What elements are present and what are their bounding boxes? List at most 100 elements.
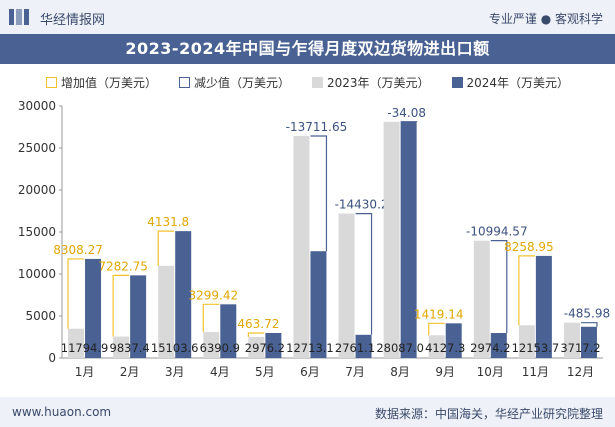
value-label: 4127.3 — [425, 341, 465, 355]
bar-2024 — [265, 332, 282, 358]
legend-2024: 2024年（万美元） — [451, 74, 570, 91]
value-label: 15103.6 — [151, 341, 199, 355]
value-label: 2976.2 — [245, 341, 285, 355]
increase-label: 1419.14 — [414, 307, 464, 321]
bar-2024 — [85, 258, 102, 358]
value-label: 12153.7 — [512, 341, 560, 355]
decrease-bracket — [580, 322, 598, 327]
footer-url: www.huaon.com — [12, 405, 112, 419]
bar-2023 — [473, 240, 490, 358]
y-tick-label: 25000 — [18, 141, 56, 155]
footer-bar: www.huaon.com 数据来源：中国海关，华经产业研究院整理 — [0, 397, 615, 427]
y-tick-label: 30000 — [18, 99, 56, 113]
bar-2024 — [535, 255, 552, 358]
x-tick-label: 11月 — [522, 365, 549, 379]
value-label: 11794.9 — [61, 341, 109, 355]
footer-source: 数据来源：中国海关，华经产业研究院整理 — [374, 407, 603, 421]
decrease-label: -485.98 — [564, 307, 610, 321]
bar-2024 — [400, 122, 417, 358]
increase-label: 7282.75 — [98, 259, 148, 273]
decrease-bracket — [355, 212, 373, 335]
legend-decrease-label: 减少值（万美元） — [193, 75, 290, 90]
bar-2024 — [580, 326, 597, 358]
y-tick-label: 10000 — [18, 267, 56, 281]
bar-2023 — [68, 328, 85, 358]
increase-bracket — [428, 322, 445, 336]
bar-2024 — [310, 251, 327, 358]
legend-2023-swatch — [311, 76, 323, 88]
decrease-bracket — [310, 135, 328, 252]
increase-bracket — [202, 303, 220, 333]
bar-chart: 0 5000 10000 15000 20000 25000 30000 8308.27 117… — [18, 99, 610, 379]
bar-2024 — [130, 275, 147, 358]
bar-2023 — [293, 136, 310, 358]
x-tick-label: 7月 — [345, 365, 365, 379]
increase-label: 4131.8 — [147, 215, 189, 229]
value-label: 12713.1 — [286, 341, 334, 355]
x-tick-label: 8月 — [390, 365, 410, 379]
legend-decrease: 减少值（万美元） — [178, 74, 290, 91]
legend-increase-label: 增加值（万美元） — [60, 75, 157, 90]
bar-2023 — [113, 336, 130, 358]
chart-title: 2023-2024年中国与乍得月度双边货物进出口额 — [125, 39, 490, 58]
x-tick-label: 4月 — [210, 365, 230, 379]
bar-2023 — [518, 325, 535, 358]
bar-2023 — [203, 332, 220, 358]
value-label: 9837.4 — [110, 341, 150, 355]
legend-increase: 增加值（万美元） — [45, 74, 157, 91]
legend-increase-swatch — [45, 76, 57, 88]
decrease-label: -13711.65 — [286, 120, 348, 134]
decrease-label: -14430.2 — [335, 198, 389, 212]
value-label: 2974.2 — [470, 341, 510, 355]
bar-2024 — [175, 231, 192, 358]
x-tick-label: 5月 — [255, 365, 275, 379]
value-label: 3717.2 — [560, 341, 600, 355]
bar-2024 — [355, 334, 372, 358]
legend-2024-label: 2024年（万美元） — [466, 75, 570, 90]
bar-2023 — [158, 265, 175, 358]
chart-legend: 增加值（万美元） 减少值（万美元） 2023年（万美元） 2024年（万美元） — [0, 72, 615, 92]
bar-2023 — [383, 121, 400, 358]
legend-2023: 2023年（万美元） — [311, 74, 430, 91]
y-tick-label: 5000 — [25, 309, 56, 323]
x-tick-label: 2月 — [120, 365, 140, 379]
decrease-label: -34.08 — [387, 106, 426, 120]
increase-bracket — [112, 274, 130, 337]
bar-2024 — [445, 323, 462, 358]
decrease-bracket — [490, 240, 508, 334]
value-label: 2761.1 — [335, 341, 375, 355]
bar-2023 — [248, 336, 265, 358]
bar-2023 — [338, 213, 355, 358]
x-tick-label: 9月 — [435, 365, 455, 379]
slogan: 专业严谨 ● 客观科学 — [488, 12, 603, 26]
increase-label: 463.72 — [237, 317, 279, 331]
y-tick-label: 20000 — [18, 183, 56, 197]
value-label: 6390.9 — [200, 341, 240, 355]
x-tick-label: 6月 — [300, 365, 320, 379]
x-tick-label: 3月 — [165, 365, 185, 379]
bar-2023 — [563, 322, 580, 358]
increase-bracket — [67, 258, 85, 329]
logo-text: 华经情报网 — [40, 13, 106, 28]
legend-decrease-swatch — [178, 76, 190, 88]
huaon-logo-icon — [9, 9, 29, 25]
increase-bracket — [518, 255, 535, 326]
increase-label: 8258.95 — [504, 240, 554, 254]
bar-2024 — [220, 304, 237, 358]
x-tick-label: 12月 — [567, 365, 594, 379]
increase-label: 3299.42 — [188, 288, 238, 302]
increase-label: 8308.27 — [53, 243, 103, 257]
bar-2023 — [428, 335, 445, 358]
legend-2024-swatch — [451, 76, 463, 88]
value-label: 28087.0 — [376, 341, 424, 355]
y-tick-label: 15000 — [18, 225, 56, 239]
bar-2024 — [490, 333, 507, 358]
x-tick-label: 10月 — [477, 365, 504, 379]
increase-bracket — [157, 230, 175, 266]
legend-2023-label: 2023年（万美元） — [326, 75, 430, 90]
decrease-label: -10994.57 — [466, 225, 528, 239]
increase-bracket — [247, 332, 265, 337]
header-bar: 华经情报网 专业严谨 ● 客观科学 — [0, 0, 615, 34]
x-tick-label: 1月 — [75, 365, 95, 379]
y-tick-label: 0 — [48, 351, 56, 365]
